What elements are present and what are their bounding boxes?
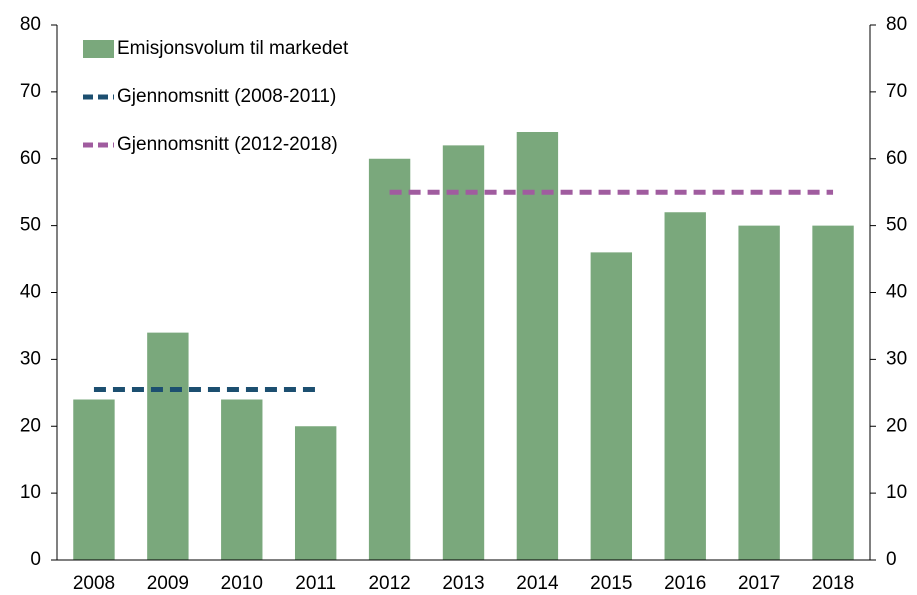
- bar: [738, 225, 780, 560]
- bar: [221, 399, 263, 560]
- bar: [590, 252, 633, 560]
- bar: [147, 332, 189, 560]
- bar: [664, 212, 706, 560]
- x-tick-label: 2017: [738, 573, 780, 594]
- x-tick-label: 2016: [664, 573, 706, 594]
- x-tick-label: 2010: [221, 573, 263, 594]
- legend-label: Gjennomsnitt (2008-2011): [117, 86, 336, 107]
- legend-label: Emisjonsvolum til markedet: [117, 38, 349, 59]
- bar: [368, 158, 411, 560]
- bar: [812, 225, 854, 560]
- bar: [73, 399, 115, 560]
- y-tick-label: 10: [20, 482, 41, 503]
- x-tick-label: 2011: [295, 573, 336, 594]
- y-tick-label: 30: [20, 348, 41, 369]
- x-tick-label: 2015: [590, 573, 632, 594]
- y2-tick-label: 80: [886, 14, 907, 35]
- x-tick-label: 2008: [73, 573, 115, 594]
- y-tick-label: 60: [20, 148, 41, 169]
- x-tick-label: 2012: [368, 573, 410, 594]
- legend-label: Gjennomsnitt (2012-2018): [117, 134, 338, 155]
- x-tick-label: 2018: [812, 573, 854, 594]
- y2-tick-label: 10: [886, 482, 907, 503]
- y-tick-label: 50: [20, 215, 41, 236]
- y-tick-label: 80: [20, 14, 41, 35]
- y-tick-label: 70: [20, 81, 41, 102]
- x-tick-label: 2014: [516, 573, 559, 594]
- legend-swatch: [83, 40, 114, 58]
- bar: [294, 426, 337, 560]
- y2-tick-label: 60: [886, 148, 907, 169]
- bar: [516, 132, 559, 560]
- y2-tick-label: 0: [886, 549, 897, 570]
- x-tick-label: 2009: [147, 573, 189, 594]
- y-tick-label: 20: [20, 415, 41, 436]
- x-tick-label: 2013: [442, 573, 484, 594]
- y2-tick-label: 30: [886, 348, 907, 369]
- bar: [442, 145, 485, 560]
- y2-tick-label: 70: [886, 81, 907, 102]
- y-tick-label: 0: [30, 549, 41, 570]
- y-tick-label: 40: [20, 282, 41, 303]
- y2-tick-label: 50: [886, 215, 907, 236]
- y2-tick-label: 40: [886, 282, 907, 303]
- y2-tick-label: 20: [886, 415, 907, 436]
